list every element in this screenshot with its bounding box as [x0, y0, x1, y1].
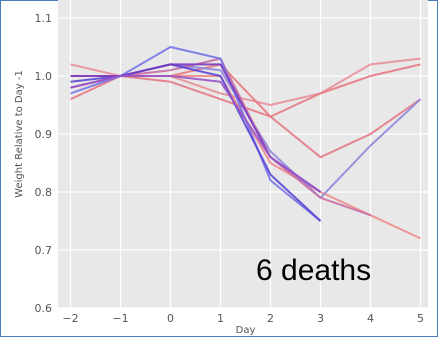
x-axis-label: Day	[236, 325, 256, 336]
y-tick-label: 0.9	[35, 128, 53, 141]
x-tick-labels: −2 −1 0 1 2 3 4 5	[62, 312, 424, 325]
x-tick-label: 5	[417, 312, 424, 325]
x-tick-label: 4	[367, 312, 374, 325]
x-tick-label: −2	[62, 312, 78, 325]
y-tick-label: 0.7	[35, 244, 53, 257]
series-lines	[70, 46, 422, 240]
x-tick-label: 2	[267, 312, 274, 325]
x-tick-label: 0	[167, 312, 174, 325]
x-tick-label: −1	[112, 312, 128, 325]
y-axis-label: Weight Relative to Day -1	[14, 70, 25, 198]
y-tick-label: 0.6	[35, 302, 53, 315]
plot-area	[58, 0, 428, 308]
y-tick-label: 0.8	[35, 186, 53, 199]
y-tick-label: 1.0	[35, 70, 53, 83]
x-tick-label: 3	[317, 312, 324, 325]
y-tick-labels: 0.6 0.7 0.8 0.9 1.0 1.1	[35, 12, 53, 315]
deaths-annotation: 6 deaths	[256, 254, 371, 287]
x-tick-label: 1	[217, 312, 224, 325]
y-tick-label: 1.1	[35, 12, 53, 25]
series-line	[70, 75, 322, 193]
